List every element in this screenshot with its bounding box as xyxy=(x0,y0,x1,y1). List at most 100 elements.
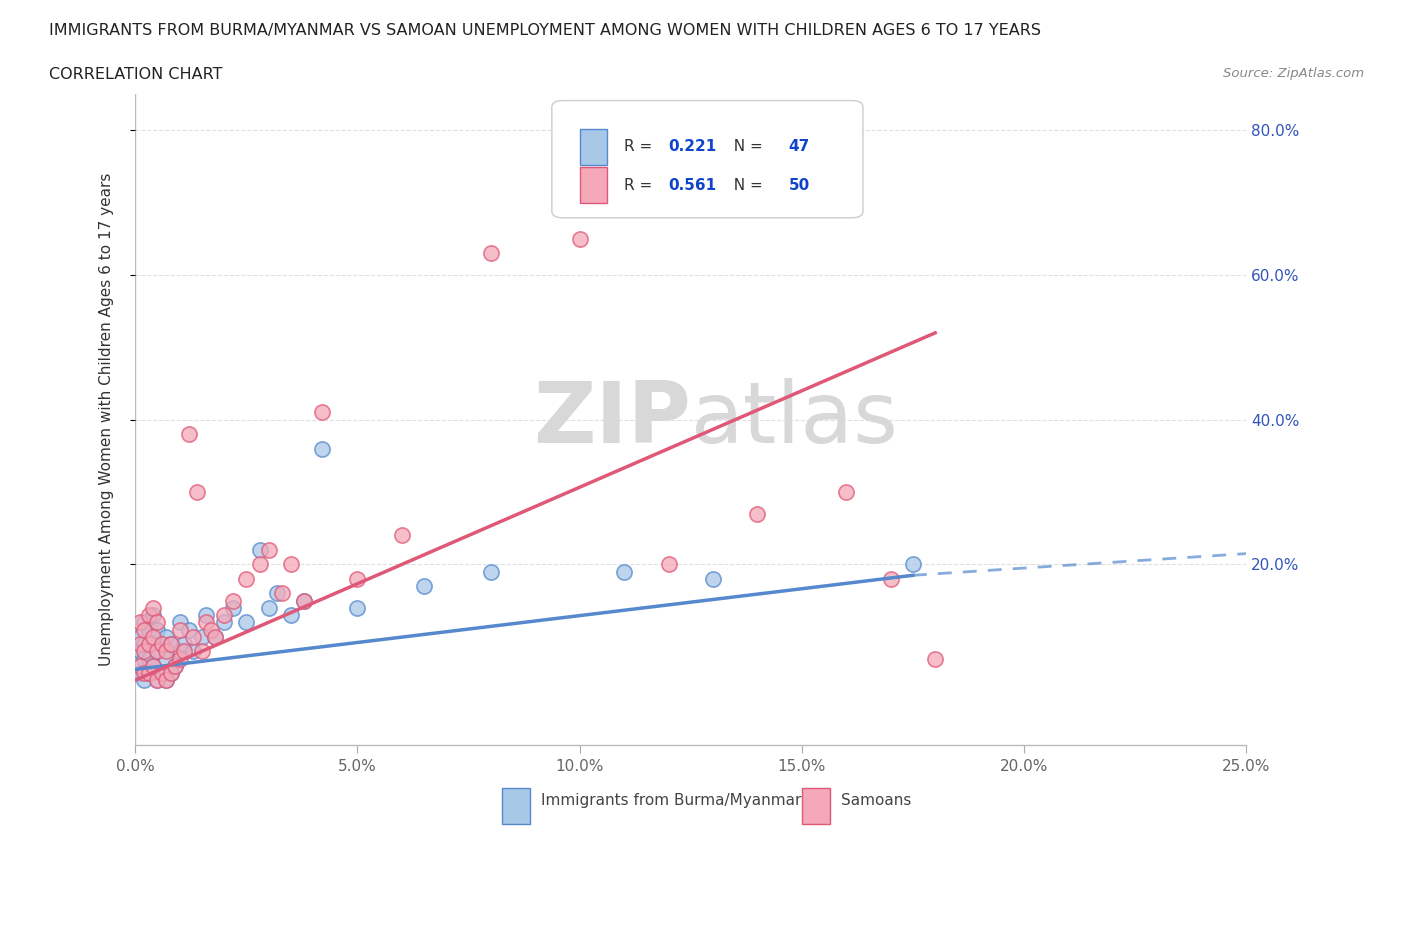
Point xyxy=(235,615,257,630)
Point xyxy=(155,672,177,687)
Point xyxy=(132,666,155,681)
Point xyxy=(155,651,177,666)
Point xyxy=(212,615,235,630)
Point xyxy=(280,607,302,622)
Text: N =: N = xyxy=(724,140,768,154)
Point xyxy=(204,630,226,644)
Point xyxy=(266,586,288,601)
Point xyxy=(142,637,165,652)
Point xyxy=(142,607,165,622)
Point xyxy=(195,615,218,630)
Point xyxy=(146,672,169,687)
Text: Source: ZipAtlas.com: Source: ZipAtlas.com xyxy=(1223,67,1364,80)
Text: Immigrants from Burma/Myanmar: Immigrants from Burma/Myanmar xyxy=(541,793,801,808)
Point xyxy=(159,666,181,681)
Point xyxy=(132,672,155,687)
Point xyxy=(155,630,177,644)
Point xyxy=(257,542,280,557)
Point xyxy=(138,666,160,681)
Point xyxy=(173,644,195,658)
FancyBboxPatch shape xyxy=(579,167,607,203)
Point xyxy=(138,637,160,652)
Point xyxy=(391,528,413,543)
Point xyxy=(138,666,160,681)
Point xyxy=(132,637,155,652)
Point xyxy=(142,601,165,616)
Point xyxy=(222,593,245,608)
Y-axis label: Unemployment Among Women with Children Ages 6 to 17 years: Unemployment Among Women with Children A… xyxy=(100,173,114,667)
Text: CORRELATION CHART: CORRELATION CHART xyxy=(49,67,222,82)
Point xyxy=(292,593,315,608)
Point xyxy=(311,405,333,420)
Point xyxy=(159,637,181,652)
Point xyxy=(212,607,235,622)
Point xyxy=(128,630,150,644)
Text: atlas: atlas xyxy=(690,379,898,461)
Point xyxy=(346,571,368,586)
Point xyxy=(165,658,187,673)
Point xyxy=(924,651,946,666)
Point xyxy=(169,644,191,658)
Point xyxy=(146,644,169,658)
Point xyxy=(155,644,177,658)
FancyBboxPatch shape xyxy=(551,100,863,218)
Point xyxy=(249,557,271,572)
Point xyxy=(132,615,155,630)
Text: 50: 50 xyxy=(789,178,810,193)
Point xyxy=(150,637,173,652)
Point xyxy=(292,593,315,608)
Point xyxy=(146,644,169,658)
Point xyxy=(747,506,769,521)
Text: N =: N = xyxy=(724,178,768,193)
Point xyxy=(146,615,169,630)
FancyBboxPatch shape xyxy=(502,788,530,824)
Text: R =: R = xyxy=(624,140,657,154)
Point xyxy=(177,427,200,442)
Point xyxy=(169,622,191,637)
Point xyxy=(200,622,222,637)
Point xyxy=(150,666,173,681)
Point xyxy=(901,557,924,572)
Point xyxy=(128,615,150,630)
Point xyxy=(128,644,150,658)
Point xyxy=(177,622,200,637)
Point xyxy=(132,651,155,666)
Point xyxy=(146,672,169,687)
Point xyxy=(173,637,195,652)
Point xyxy=(479,565,502,579)
Point xyxy=(195,607,218,622)
Point xyxy=(191,644,214,658)
Point xyxy=(249,542,271,557)
Point xyxy=(222,601,245,616)
Point xyxy=(146,622,169,637)
Point xyxy=(235,571,257,586)
Point xyxy=(346,601,368,616)
Point xyxy=(150,666,173,681)
Point xyxy=(138,622,160,637)
Text: IMMIGRANTS FROM BURMA/MYANMAR VS SAMOAN UNEMPLOYMENT AMONG WOMEN WITH CHILDREN A: IMMIGRANTS FROM BURMA/MYANMAR VS SAMOAN … xyxy=(49,23,1042,38)
Point xyxy=(142,658,165,673)
Point xyxy=(479,246,502,260)
Point xyxy=(159,637,181,652)
Point xyxy=(128,637,150,652)
Point xyxy=(150,637,173,652)
Text: ZIP: ZIP xyxy=(533,379,690,461)
Point xyxy=(257,601,280,616)
Point xyxy=(128,666,150,681)
FancyBboxPatch shape xyxy=(579,128,607,165)
Point xyxy=(138,651,160,666)
Text: 47: 47 xyxy=(789,140,810,154)
Text: 0.561: 0.561 xyxy=(668,178,717,193)
Point xyxy=(204,630,226,644)
Point xyxy=(159,666,181,681)
Point xyxy=(181,644,204,658)
Point xyxy=(568,232,591,246)
Point xyxy=(657,557,679,572)
Point xyxy=(413,578,436,593)
Point xyxy=(128,658,150,673)
Point xyxy=(169,615,191,630)
Point xyxy=(186,485,208,499)
Point xyxy=(270,586,292,601)
Point xyxy=(142,658,165,673)
Point xyxy=(142,630,165,644)
